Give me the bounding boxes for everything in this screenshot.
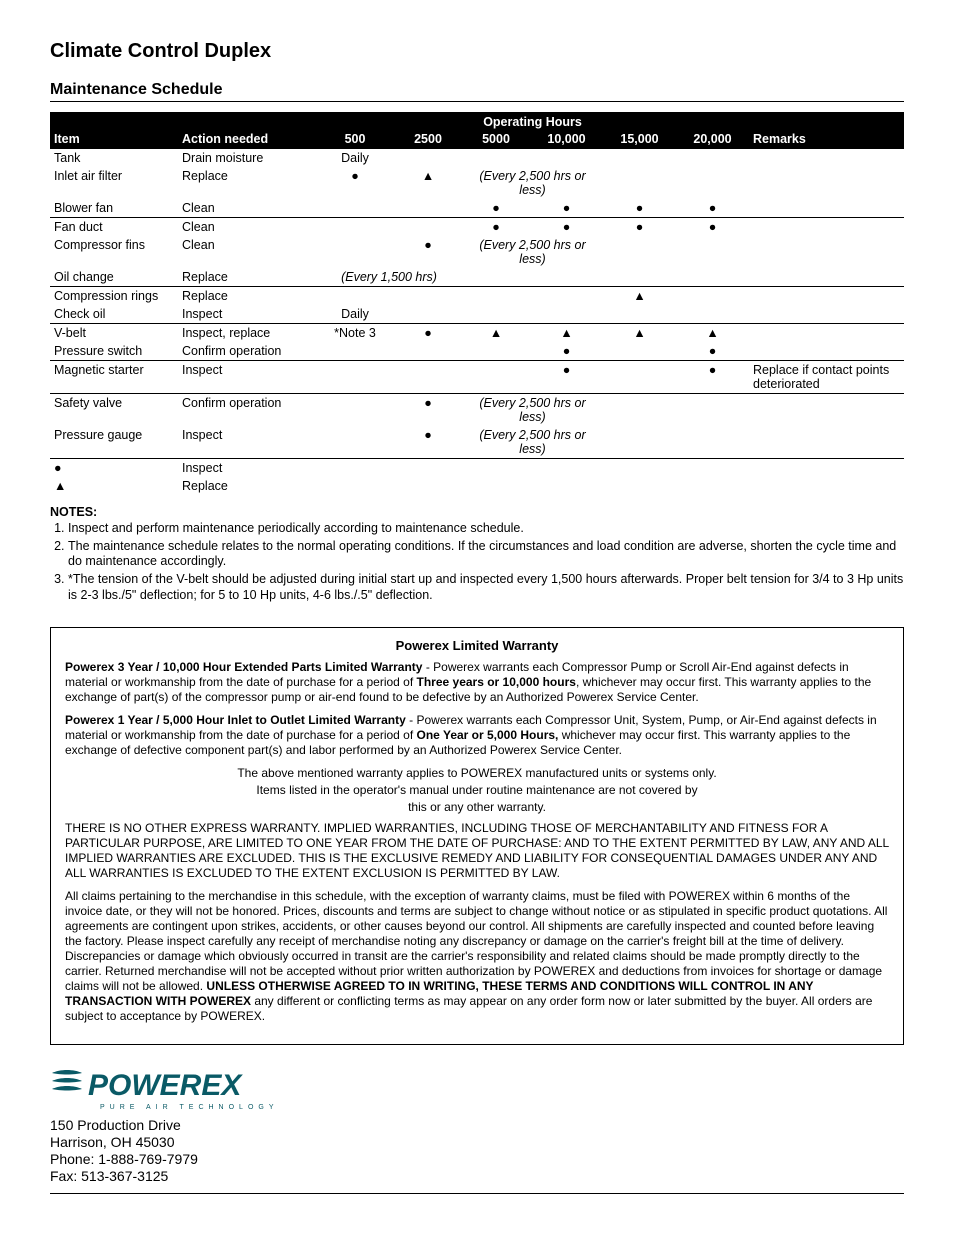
svg-text:POWEREX: POWEREX xyxy=(88,1069,243,1102)
col-5000: 5000 xyxy=(462,129,530,149)
col-20000: 20,000 xyxy=(676,129,749,149)
table-row: Compressor finsClean●(Every 2,500 hrs or… xyxy=(50,236,904,268)
footer-fax: Fax: 513-367-3125 xyxy=(50,1168,904,1184)
table-row: Check oilInspectDaily xyxy=(50,305,904,324)
footer: POWEREX PURE AIR TECHNOLOGY 150 Producti… xyxy=(50,1065,904,1194)
table-row: Blower fanClean●●●● xyxy=(50,199,904,218)
maintenance-schedule-table: Operating Hours Item Action needed 500 2… xyxy=(50,112,904,495)
col-item: Item xyxy=(50,129,178,149)
super-header: Operating Hours xyxy=(462,112,603,129)
warranty-center-1: The above mentioned warranty applies to … xyxy=(65,766,889,781)
warranty-p2: Powerex 1 Year / 5,000 Hour Inlet to Out… xyxy=(65,713,889,758)
table-row: Pressure gaugeInspect●(Every 2,500 hrs o… xyxy=(50,426,904,459)
powerex-logo: POWEREX PURE AIR TECHNOLOGY xyxy=(50,1065,904,1113)
footer-phone: Phone: 1-888-769-7979 xyxy=(50,1151,904,1167)
warranty-center-3: this or any other warranty. xyxy=(65,800,889,815)
legend-row: ▲Replace xyxy=(50,477,904,495)
footer-address: 150 Production Drive xyxy=(50,1117,904,1133)
note-item: The maintenance schedule relates to the … xyxy=(68,539,904,570)
warranty-p4: All claims pertaining to the merchandise… xyxy=(65,889,889,1024)
table-row: V-beltInspect, replace*Note 3●▲▲▲▲ xyxy=(50,324,904,343)
table-row: Oil changeReplace(Every 1,500 hrs) xyxy=(50,268,904,287)
legend-row: ●Inspect xyxy=(50,459,904,478)
notes-header: NOTES: xyxy=(50,505,904,519)
table-row: Pressure switchConfirm operation●● xyxy=(50,342,904,361)
warranty-p3: THERE IS NO OTHER EXPRESS WARRANTY. IMPL… xyxy=(65,821,889,881)
col-15000: 15,000 xyxy=(603,129,676,149)
warranty-center-2: Items listed in the operator's manual un… xyxy=(65,783,889,798)
col-10000: 10,000 xyxy=(530,129,603,149)
page-title: Climate Control Duplex xyxy=(50,40,904,63)
col-remarks: Remarks xyxy=(749,129,904,149)
note-item: *The tension of the V-belt should be adj… xyxy=(68,572,904,603)
col-500: 500 xyxy=(316,129,394,149)
table-row: Inlet air filterReplace●▲(Every 2,500 hr… xyxy=(50,167,904,199)
svg-text:PURE AIR TECHNOLOGY: PURE AIR TECHNOLOGY xyxy=(100,1104,279,1111)
warranty-p1: Powerex 3 Year / 10,000 Hour Extended Pa… xyxy=(65,660,889,705)
table-row: TankDrain moistureDaily xyxy=(50,149,904,167)
section-title: Maintenance Schedule xyxy=(50,81,904,102)
col-action: Action needed xyxy=(178,129,316,149)
table-row: Safety valveConfirm operation●(Every 2,5… xyxy=(50,394,904,427)
warranty-title: Powerex Limited Warranty xyxy=(65,638,889,654)
note-item: Inspect and perform maintenance periodic… xyxy=(68,521,904,537)
notes-list: Inspect and perform maintenance periodic… xyxy=(50,521,904,603)
table-row: Fan ductClean●●●● xyxy=(50,218,904,237)
table-row: Compression ringsReplace▲ xyxy=(50,287,904,306)
warranty-box: Powerex Limited Warranty Powerex 3 Year … xyxy=(50,627,904,1045)
footer-city: Harrison, OH 45030 xyxy=(50,1134,904,1150)
col-2500: 2500 xyxy=(394,129,462,149)
table-row: Magnetic starterInspect●●Replace if cont… xyxy=(50,361,904,394)
